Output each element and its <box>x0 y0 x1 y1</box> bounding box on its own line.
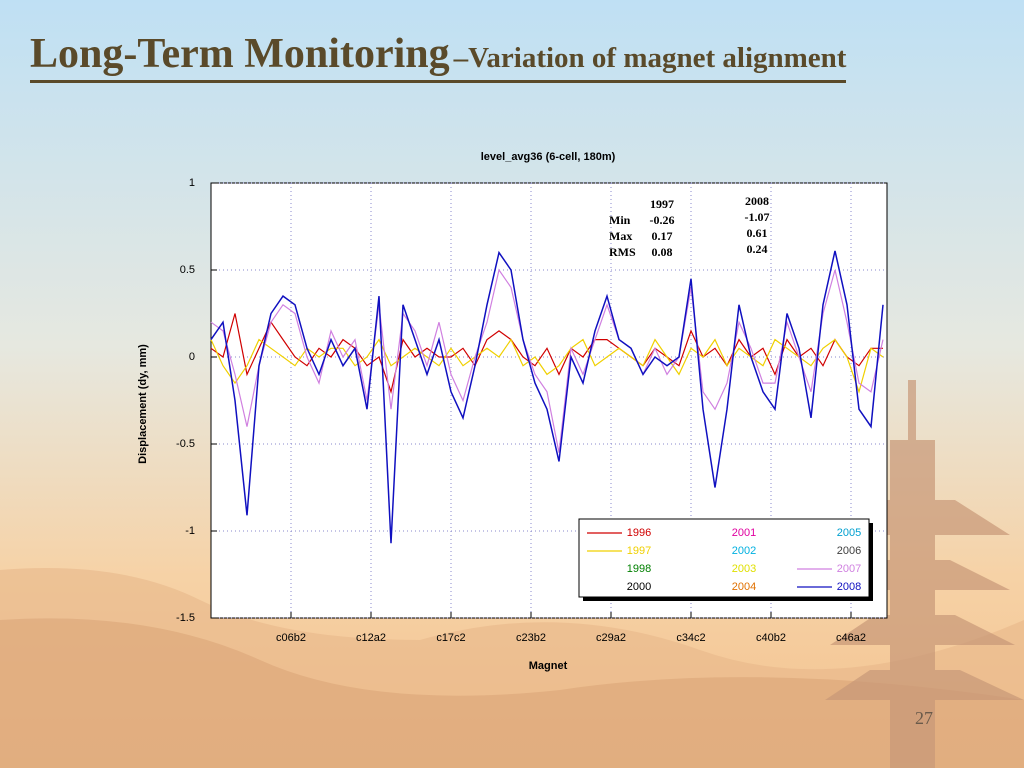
y-tick-label: -1 <box>185 525 195 537</box>
x-tick-label: c23b2 <box>516 632 546 644</box>
stats-value: 0.08 <box>652 245 673 259</box>
pagoda <box>820 380 1024 768</box>
y-tick-label: -0.5 <box>176 438 195 450</box>
x-axis-label: Magnet <box>529 660 568 672</box>
stats-value: -1.07 <box>745 210 770 224</box>
legend-label: 2007 <box>837 563 861 575</box>
y-tick-label: -1.5 <box>176 612 195 624</box>
stats-value: 0.24 <box>747 242 768 256</box>
legend <box>578 518 870 598</box>
chart-title: level_avg36 (6-cell, 180m) <box>481 151 616 163</box>
legend-label: 1998 <box>627 563 651 575</box>
legend-label: 1997 <box>627 545 651 557</box>
stats-label: Min <box>609 213 631 227</box>
legend-label: 2002 <box>732 545 756 557</box>
y-tick-label: 0 <box>189 351 195 363</box>
x-tick-label: c17c2 <box>436 632 465 644</box>
page-number: 27 <box>915 708 933 728</box>
series-line <box>210 313 883 394</box>
stats-label: Max <box>609 229 632 243</box>
stats-year: 2008 <box>745 194 769 208</box>
stats-value: 0.17 <box>652 229 673 243</box>
stats-value: 0.61 <box>747 226 768 240</box>
y-tick-label: 0.5 <box>180 264 195 276</box>
hills <box>0 618 1024 768</box>
stats-value: -0.26 <box>650 213 675 227</box>
y-tick-label: 1 <box>189 177 195 189</box>
legend-label: 2008 <box>837 581 861 593</box>
legend-label: 1996 <box>627 527 651 539</box>
legend-label: 2000 <box>627 581 651 593</box>
x-tick-label: c46a2 <box>836 632 866 644</box>
y-axis-label: Displacement (dy, mm) <box>137 344 149 464</box>
series-line <box>210 338 884 394</box>
series-line <box>210 250 884 544</box>
legend-label: 2004 <box>732 581 756 593</box>
series-line <box>210 268 884 453</box>
x-tick-label: c12a2 <box>356 632 386 644</box>
slide-title: Long-Term Monitoring –Variation of magne… <box>30 30 847 83</box>
stats-label: RMS <box>609 245 636 259</box>
legend-label: 2006 <box>837 545 861 557</box>
stats-year: 1997 <box>650 197 674 211</box>
legend-label: 2005 <box>837 527 861 539</box>
x-tick-label: c06b2 <box>276 632 306 644</box>
x-tick-label: c34c2 <box>676 632 705 644</box>
legend-label: 2003 <box>732 563 756 575</box>
x-tick-label: c40b2 <box>756 632 786 644</box>
title-main: Long-Term Monitoring <box>30 31 450 77</box>
x-tick-label: c29a2 <box>596 632 626 644</box>
title-sub: –Variation of magnet alignment <box>453 42 847 74</box>
legend-label: 2001 <box>732 527 756 539</box>
